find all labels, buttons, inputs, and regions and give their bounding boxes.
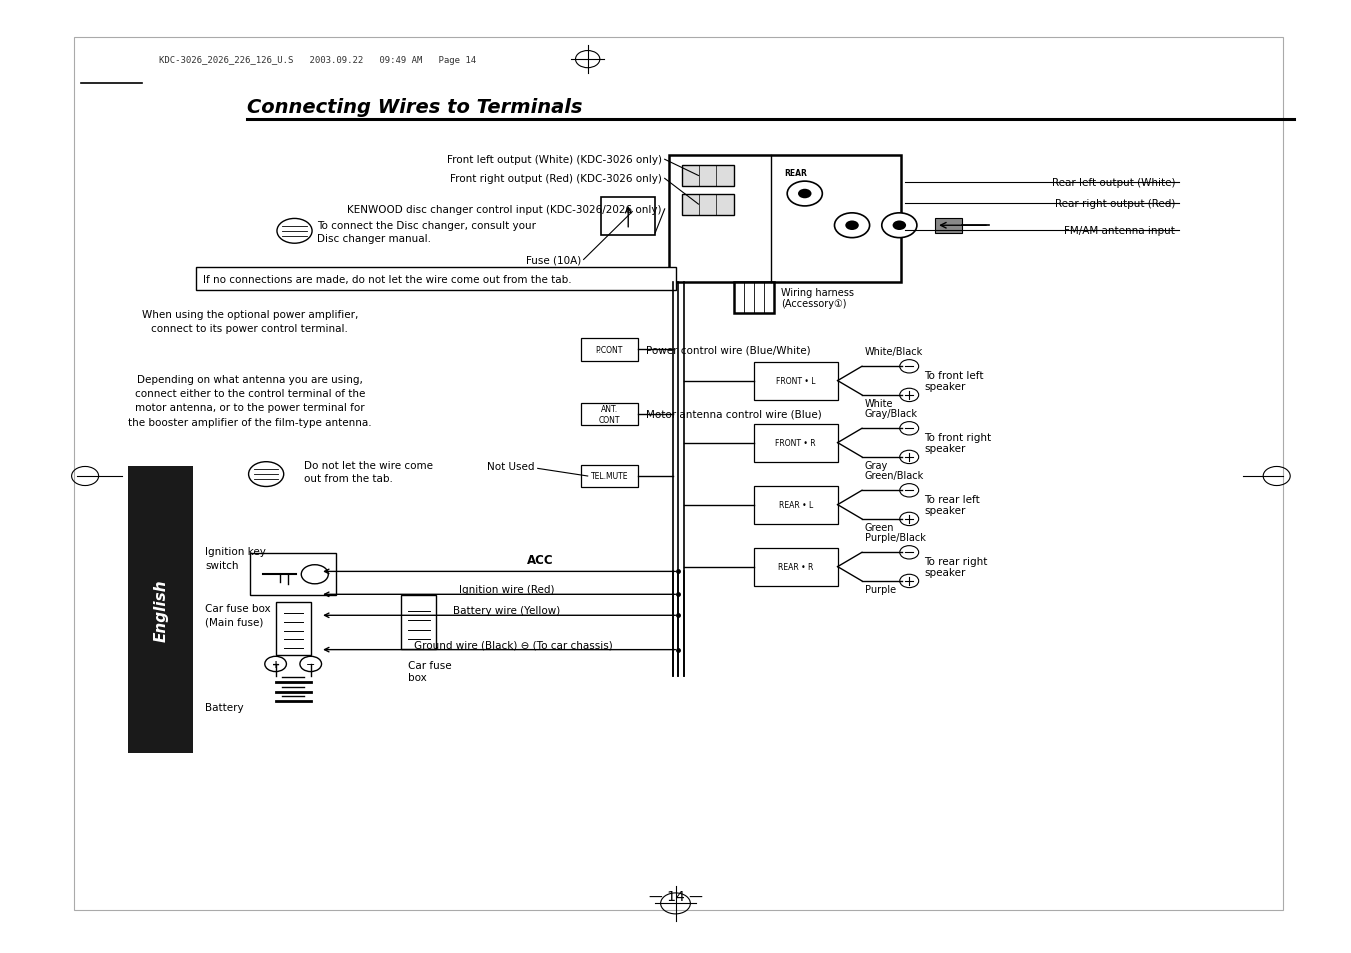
Text: Front right output (Red) (KDC-3026 only): Front right output (Red) (KDC-3026 only) xyxy=(450,174,662,184)
Text: Battery wire (Yellow): Battery wire (Yellow) xyxy=(453,606,561,616)
Text: To front right
speaker: To front right speaker xyxy=(924,433,992,454)
Text: Do not let the wire come: Do not let the wire come xyxy=(304,460,432,470)
Text: Purple: Purple xyxy=(865,584,896,594)
Text: If no connections are made, do not let the wire come out from the tab.: If no connections are made, do not let t… xyxy=(203,274,571,284)
Text: Not Used: Not Used xyxy=(488,461,535,471)
Text: Fuse (10A): Fuse (10A) xyxy=(526,255,581,265)
Text: To front left
speaker: To front left speaker xyxy=(924,371,984,392)
Text: TEL.MUTE: TEL.MUTE xyxy=(590,472,628,481)
Text: connect to its power control terminal.: connect to its power control terminal. xyxy=(151,324,349,334)
Bar xyxy=(601,198,655,236)
Text: KDC-3026_2026_226_126_U.S   2003.09.22   09:49 AM   Page 14: KDC-3026_2026_226_126_U.S 2003.09.22 09:… xyxy=(159,55,477,65)
Circle shape xyxy=(893,221,907,231)
Bar xyxy=(581,465,638,488)
Text: (Main fuse): (Main fuse) xyxy=(205,618,263,627)
Text: To connect the Disc changer, consult your: To connect the Disc changer, consult you… xyxy=(317,221,536,231)
Text: out from the tab.: out from the tab. xyxy=(304,474,393,483)
Text: motor antenna, or to the power terminal for: motor antenna, or to the power terminal … xyxy=(135,403,365,413)
Text: Depending on what antenna you are using,: Depending on what antenna you are using, xyxy=(136,375,363,384)
Text: FRONT • L: FRONT • L xyxy=(775,376,816,386)
Bar xyxy=(74,38,1283,910)
Text: the booster amplifier of the film-type antenna.: the booster amplifier of the film-type a… xyxy=(128,417,372,427)
Text: FM/AM antenna input: FM/AM antenna input xyxy=(1065,226,1175,235)
Circle shape xyxy=(835,213,870,238)
Text: Car fuse box: Car fuse box xyxy=(205,603,272,613)
Circle shape xyxy=(882,213,917,238)
Text: Rear left output (White): Rear left output (White) xyxy=(1052,178,1175,188)
Bar xyxy=(754,486,838,524)
Text: Battery: Battery xyxy=(205,702,245,712)
Text: Purple/Black: Purple/Black xyxy=(865,533,925,542)
Text: ACC: ACC xyxy=(527,554,554,567)
Text: Car fuse
box: Car fuse box xyxy=(408,660,451,682)
Bar xyxy=(935,218,962,233)
Bar xyxy=(128,467,193,753)
Text: Green: Green xyxy=(865,522,894,532)
Circle shape xyxy=(788,182,823,207)
Bar xyxy=(734,283,774,314)
Text: Gray: Gray xyxy=(865,460,888,470)
Bar xyxy=(250,554,336,596)
Text: English: English xyxy=(153,578,169,641)
Text: +: + xyxy=(272,659,280,669)
Text: When using the optional power amplifier,: When using the optional power amplifier, xyxy=(142,310,358,319)
Circle shape xyxy=(798,190,812,199)
Text: Disc changer manual.: Disc changer manual. xyxy=(317,234,431,244)
Bar xyxy=(581,403,638,426)
Bar xyxy=(196,268,676,291)
Text: To rear right
speaker: To rear right speaker xyxy=(924,557,988,578)
Text: connect either to the control terminal of the: connect either to the control terminal o… xyxy=(135,389,365,398)
Text: Motor antenna control wire (Blue): Motor antenna control wire (Blue) xyxy=(646,410,821,419)
Text: −: − xyxy=(307,659,315,669)
Text: switch: switch xyxy=(205,560,239,570)
Text: Front left output (White) (KDC-3026 only): Front left output (White) (KDC-3026 only… xyxy=(447,155,662,165)
Bar xyxy=(682,194,734,215)
Text: Power control wire (Blue/White): Power control wire (Blue/White) xyxy=(646,345,811,355)
Bar xyxy=(754,362,838,400)
Text: KENWOOD disc changer control input (KDC-3026/2026 only): KENWOOD disc changer control input (KDC-… xyxy=(347,205,662,214)
Text: To rear left
speaker: To rear left speaker xyxy=(924,495,979,516)
Text: FRONT • R: FRONT • R xyxy=(775,438,816,448)
Bar xyxy=(669,156,901,283)
Text: Connecting Wires to Terminals: Connecting Wires to Terminals xyxy=(247,98,582,117)
Text: Rear right output (Red): Rear right output (Red) xyxy=(1055,199,1175,209)
Bar xyxy=(754,548,838,586)
Bar xyxy=(754,424,838,462)
Circle shape xyxy=(846,221,859,231)
Text: White: White xyxy=(865,398,893,408)
Bar xyxy=(682,166,734,187)
Text: Ignition wire (Red): Ignition wire (Red) xyxy=(459,585,554,595)
Text: Green/Black: Green/Black xyxy=(865,471,924,480)
Text: REAR: REAR xyxy=(785,169,808,178)
Text: P.CONT: P.CONT xyxy=(596,345,623,355)
Text: REAR • L: REAR • L xyxy=(778,500,813,510)
Bar xyxy=(581,338,638,361)
Text: ANT.
CONT: ANT. CONT xyxy=(598,405,620,424)
Text: Wiring harness
(Accessory①): Wiring harness (Accessory①) xyxy=(781,288,854,309)
Text: — 14 —: — 14 — xyxy=(648,889,703,902)
Text: Gray/Black: Gray/Black xyxy=(865,409,917,418)
Bar xyxy=(276,602,311,656)
Bar xyxy=(401,596,436,649)
Text: REAR • R: REAR • R xyxy=(778,562,813,572)
Text: Ground wire (Black) ⊖ (To car chassis): Ground wire (Black) ⊖ (To car chassis) xyxy=(413,640,613,650)
Text: White/Black: White/Black xyxy=(865,347,923,356)
Text: Ignition key: Ignition key xyxy=(205,547,266,557)
